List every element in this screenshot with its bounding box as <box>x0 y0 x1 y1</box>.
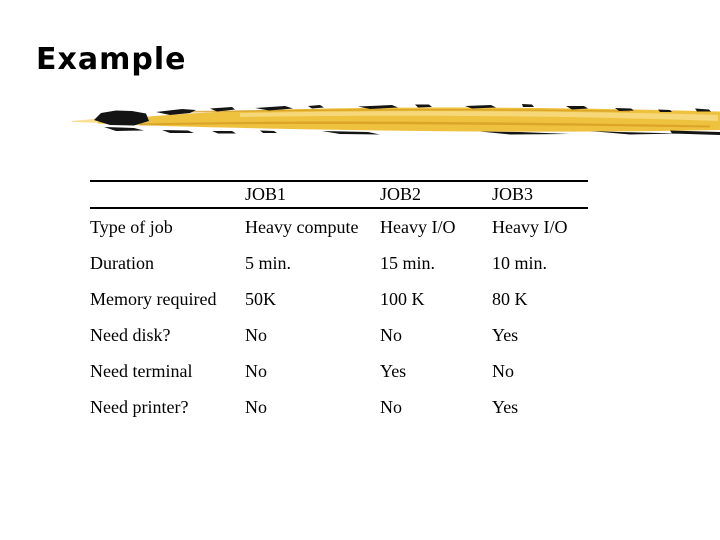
table-cell: No <box>245 360 267 381</box>
row-label: Need terminal <box>90 360 193 381</box>
column-header-blank <box>90 181 245 208</box>
table-cell: 10 min. <box>492 252 548 273</box>
table-cell: No <box>245 324 267 345</box>
column-header-job3: JOB3 <box>492 184 534 204</box>
column-header-job1: JOB1 <box>245 184 287 204</box>
row-label: Type of job <box>90 216 173 237</box>
table-row: Need terminal No Yes No <box>90 353 588 389</box>
table-cell: No <box>245 396 267 417</box>
table-header-row: JOB1 JOB2 JOB3 <box>90 181 588 208</box>
table-cell: 100 K <box>380 288 425 309</box>
table-cell: Yes <box>380 360 407 381</box>
table-cell: 80 K <box>492 288 528 309</box>
row-label: Memory required <box>90 288 217 309</box>
table-cell: Heavy I/O <box>492 216 568 237</box>
table-cell: No <box>492 360 514 381</box>
brush-dark-streaks <box>140 109 710 128</box>
table-row: Memory required 50K 100 K 80 K <box>90 281 588 317</box>
table-cell: 50K <box>245 288 276 309</box>
row-label: Duration <box>90 252 154 273</box>
table-cell: No <box>380 396 402 417</box>
row-label: Need printer? <box>90 396 189 417</box>
table-row: Need printer? No No Yes <box>90 389 588 425</box>
table-cell: Yes <box>492 396 519 417</box>
table-cell: No <box>380 324 402 345</box>
table-cell: 15 min. <box>380 252 436 273</box>
table-row: Need disk? No No Yes <box>90 317 588 353</box>
table-cell: Yes <box>492 324 519 345</box>
table-cell: Heavy I/O <box>380 216 456 237</box>
brush-ink-marks <box>94 104 720 135</box>
table-row: Type of job Heavy compute Heavy I/O Heav… <box>90 208 588 245</box>
table-cell: 5 min. <box>245 252 292 273</box>
row-label: Need disk? <box>90 324 171 345</box>
job-comparison-table: JOB1 JOB2 JOB3 Type of job Heavy compute… <box>90 180 588 425</box>
slide-title: Example <box>36 42 187 77</box>
column-header-job2: JOB2 <box>380 184 422 204</box>
brush-stroke-decoration <box>72 104 720 135</box>
brush-highlight <box>240 111 718 121</box>
table-row: Duration 5 min. 15 min. 10 min. <box>90 245 588 281</box>
table-cell: Heavy compute <box>245 216 359 237</box>
